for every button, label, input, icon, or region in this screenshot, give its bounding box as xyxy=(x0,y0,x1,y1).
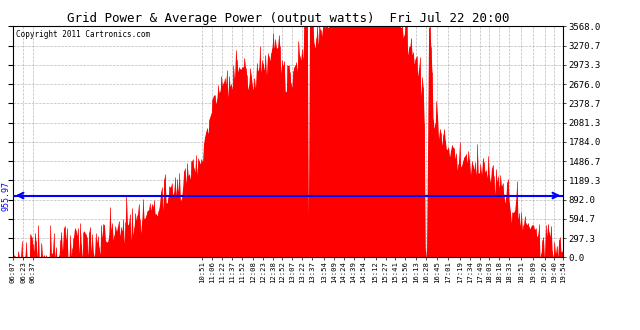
Title: Grid Power & Average Power (output watts)  Fri Jul 22 20:00: Grid Power & Average Power (output watts… xyxy=(67,12,509,25)
Text: 955.97: 955.97 xyxy=(1,181,10,211)
Text: Copyright 2011 Cartronics.com: Copyright 2011 Cartronics.com xyxy=(15,30,150,39)
